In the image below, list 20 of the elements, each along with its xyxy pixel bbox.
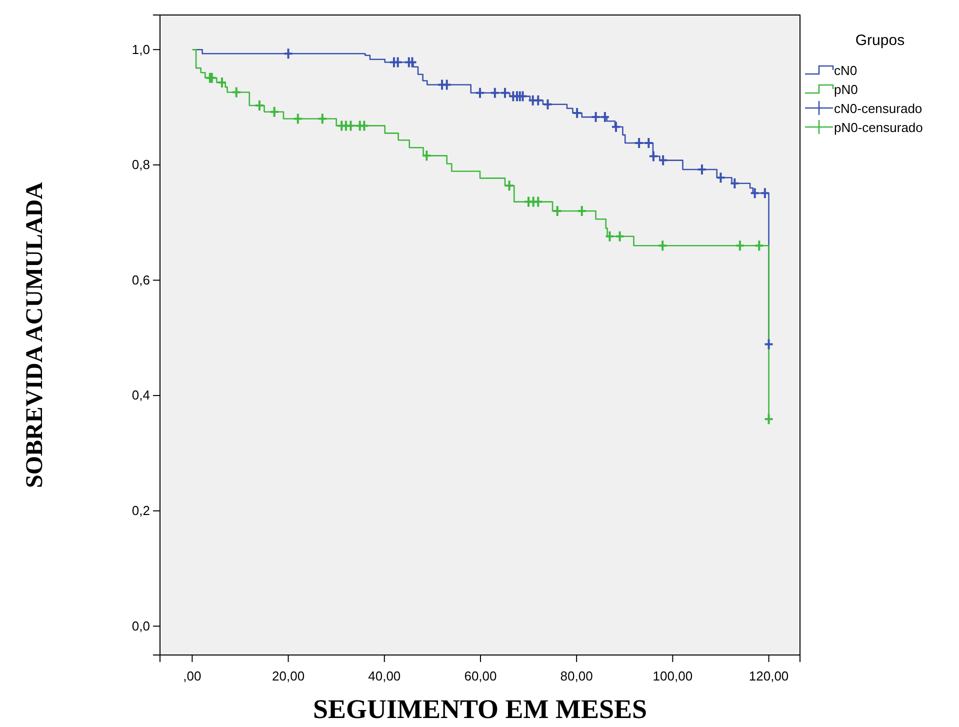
legend-label: cN0 xyxy=(834,63,858,78)
y-axis-title: SOBREVIDA ACUMULADA xyxy=(22,181,48,488)
legend-label: pN0 xyxy=(834,82,858,97)
x-tick-label: ,00 xyxy=(183,668,202,684)
y-tick-label: 0,4 xyxy=(132,388,150,403)
x-tick-label: 60,00 xyxy=(464,668,497,684)
y-tick-label: 0,6 xyxy=(132,272,150,288)
y-tick-label: 1,0 xyxy=(132,42,150,57)
y-tick-label: 0,2 xyxy=(132,503,150,518)
legend-label: cN0-censurado xyxy=(834,101,922,116)
legend-label: pN0-censurado xyxy=(834,120,923,135)
x-tick-label: 20,00 xyxy=(272,668,305,684)
x-axis-title: SEGUIMENTO EM MESES xyxy=(312,694,648,724)
x-tick-label: 120,00 xyxy=(748,668,789,684)
legend-title: Grupos xyxy=(855,32,905,49)
x-tick-label: 80,00 xyxy=(560,668,593,684)
x-tick-label: 100,00 xyxy=(652,668,693,684)
y-tick-label: 0,8 xyxy=(132,157,150,172)
x-tick-label: 40,00 xyxy=(368,668,401,684)
y-tick-label: 0,0 xyxy=(132,618,150,634)
